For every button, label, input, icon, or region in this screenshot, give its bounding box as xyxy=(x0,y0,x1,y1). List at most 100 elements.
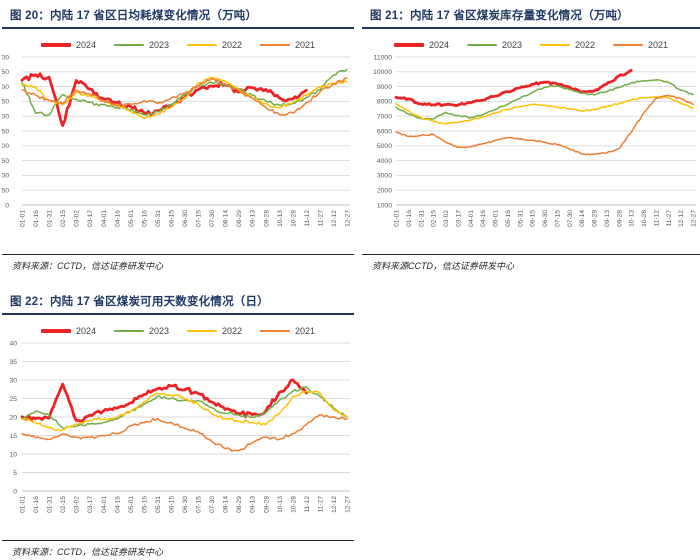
legend-label: 2021 xyxy=(295,40,316,50)
x-tick-label: 06-30 xyxy=(542,210,549,227)
legend-label: 2022 xyxy=(222,40,243,50)
report-page: 图 20：内陆 17 省区日均耗煤变化情况（万吨） 2024 2023 2022 20… xyxy=(2,4,700,557)
legend-label: 2024 xyxy=(75,326,96,336)
x-tick-label: 09-13 xyxy=(250,496,257,513)
x-tick-label: 03-17 xyxy=(455,210,462,227)
legend-item-2022: 2022 xyxy=(187,40,242,50)
y-tick-label: 6000 xyxy=(377,128,392,135)
x-tick-label: 05-16 xyxy=(141,210,148,227)
y-tick-label: 3000 xyxy=(377,173,392,180)
x-tick-label: 07-30 xyxy=(209,210,216,227)
x-tick-label: 01-16 xyxy=(33,496,40,513)
series-line-2024 xyxy=(20,72,308,127)
y-tick-label: 350 xyxy=(2,99,9,106)
x-tick-label: 12-12 xyxy=(331,210,338,227)
x-tick-label: 04-16 xyxy=(480,210,487,227)
figure-22-legend: 2024 2023 2022 2021 xyxy=(2,324,354,338)
x-tick-label: 10-28 xyxy=(290,496,297,513)
figure-20-legend: 2024 2023 2022 2021 xyxy=(2,38,354,52)
figure-21-chart-canvas: 1000 2000 3000 4000 5000 6000 7000 8000 9000 1000… xyxy=(373,54,698,227)
y-tick-label: 5 xyxy=(13,470,17,477)
x-tick-label: 08-29 xyxy=(236,210,243,227)
y-tick-label: 4000 xyxy=(377,158,392,165)
y-tick-label: 400 xyxy=(2,84,9,91)
x-tick-label: 06-15 xyxy=(530,210,537,227)
x-tick-label: 05-31 xyxy=(155,210,162,227)
x-tick-label: 10-13 xyxy=(277,210,284,227)
x-tick-label: 07-15 xyxy=(196,210,203,227)
figure-20-source-note: 资料来源：CCTD，信达证券研发中心 xyxy=(12,261,163,271)
x-tick-label: 05-31 xyxy=(517,210,524,227)
x-tick-label: 11-12 xyxy=(304,496,311,513)
x-tick-label: 04-01 xyxy=(468,210,475,227)
series-line-2023 xyxy=(395,79,694,120)
x-tick-label: 03-02 xyxy=(74,210,81,227)
y-tick-label: 450 xyxy=(2,69,9,76)
legend-item-2023: 2023 xyxy=(466,40,522,50)
figure-21-legend: 2024 2023 2022 2021 xyxy=(362,38,700,52)
figure-20-chart-canvas: 0 50 100 150 200 250 300 350 400 450 500 01-01 01-16… xyxy=(2,54,352,227)
x-tick-label: 05-31 xyxy=(155,496,162,513)
legend-label: 2021 xyxy=(648,40,669,50)
x-tick-label: 06-30 xyxy=(182,496,189,513)
x-tick-label: 07-30 xyxy=(567,210,574,227)
x-tick-label: 10-13 xyxy=(277,496,284,513)
legend-line-swatch-2021 xyxy=(260,43,291,47)
x-tick-label: 01-31 xyxy=(47,210,54,227)
series-line-2024 xyxy=(394,68,633,108)
legend-line-swatch-2024 xyxy=(40,329,71,333)
y-tick-label: 200 xyxy=(2,143,9,150)
y-tick-label: 50 xyxy=(2,188,9,195)
y-tick-label: 0 xyxy=(5,202,9,209)
x-tick-label: 04-01 xyxy=(101,496,108,513)
legend-item-2024: 2024 xyxy=(40,326,96,336)
figure-21-block: 图 21：内陆 17 省区煤炭库存量变化情况（万吨） 2024 2023 2022 2… xyxy=(362,4,700,274)
x-tick-label: 12-12 xyxy=(331,496,338,513)
legend-label: 2024 xyxy=(75,40,96,50)
series-line-2021 xyxy=(21,414,348,452)
x-tick-label: 09-13 xyxy=(250,210,257,227)
figure-20-title: 图 20：内陆 17 省区日均耗煤变化情况（万吨） xyxy=(2,4,354,29)
x-tick-label: 11-27 xyxy=(317,210,324,227)
figure-22-title: 图 22：内陆 17 省区煤炭可用天数变化情况（日） xyxy=(2,290,354,315)
x-tick-label: 04-01 xyxy=(101,210,108,227)
x-tick-label: 02-15 xyxy=(60,210,67,227)
legend-line-swatch-2022 xyxy=(187,329,217,333)
x-tick-label: 01-16 xyxy=(33,210,40,227)
y-tick-label: 20 xyxy=(9,414,17,421)
figure-21-source-note: 资料来源CCTD，信达证券研发中心 xyxy=(372,261,514,271)
series-line-2022 xyxy=(21,390,348,432)
legend-label: 2023 xyxy=(148,40,169,50)
legend-item-2022: 2022 xyxy=(187,326,242,336)
figure-22-block: 图 22：内陆 17 省区煤炭可用天数变化情况（日） 2024 2023 2022 2… xyxy=(2,290,354,560)
y-tick-label: 8000 xyxy=(377,99,392,106)
legend-item-2024: 2024 xyxy=(40,40,96,50)
x-tick-label: 08-14 xyxy=(579,210,586,227)
y-tick-label: 10000 xyxy=(373,69,392,76)
x-tick-label: 07-15 xyxy=(196,496,203,513)
x-tick-label: 05-16 xyxy=(141,496,148,513)
y-tick-label: 5000 xyxy=(377,143,392,150)
y-tick-label: 11000 xyxy=(374,54,393,61)
legend-line-swatch-2023 xyxy=(113,43,144,47)
x-tick-label: 12-12 xyxy=(678,210,685,227)
legend-item-2022: 2022 xyxy=(540,40,595,50)
x-tick-label: 10-28 xyxy=(641,210,648,227)
y-tick-label: 2000 xyxy=(377,188,392,195)
legend-item-2024: 2024 xyxy=(393,40,449,50)
x-tick-label: 10-13 xyxy=(629,210,636,227)
y-tick-label: 9000 xyxy=(377,84,392,91)
x-tick-label: 03-17 xyxy=(87,210,94,227)
x-tick-label: 08-14 xyxy=(223,496,230,513)
x-tick-label: 12-27 xyxy=(691,210,698,227)
y-tick-label: 30 xyxy=(9,377,17,384)
x-tick-label: 11-27 xyxy=(666,210,673,227)
x-tick-label: 06-15 xyxy=(168,496,175,513)
y-tick-label: 150 xyxy=(2,158,9,165)
legend-line-swatch-2024 xyxy=(40,43,71,47)
figure-20-divider xyxy=(2,254,354,255)
x-tick-label: 05-01 xyxy=(493,210,500,227)
series-line-2021 xyxy=(21,77,348,116)
y-tick-label: 300 xyxy=(2,114,9,121)
right-column: 图 21：内陆 17 省区煤炭库存量变化情况（万吨） 2024 2023 2022 2… xyxy=(362,4,700,274)
